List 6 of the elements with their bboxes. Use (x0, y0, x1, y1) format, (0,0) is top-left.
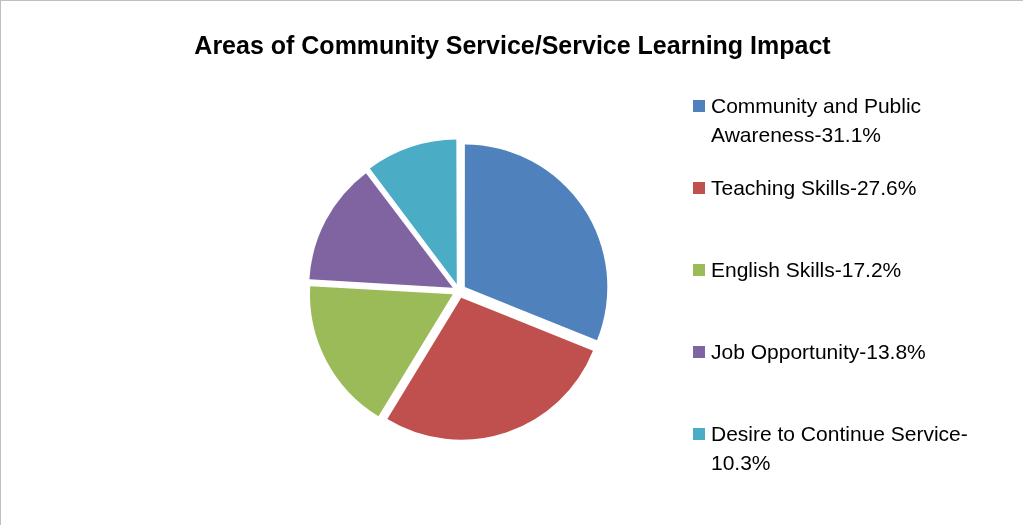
legend-label: Teaching Skills-27.6% (711, 175, 917, 201)
legend-label: Community and Public Awareness-31.1% (711, 93, 923, 148)
legend-label: Desire to Continue Service-10.3% (711, 421, 969, 476)
chart-title: Areas of Community Service/Service Learning Impact (193, 31, 832, 60)
legend-label: English Skills-17.2% (711, 257, 902, 283)
legend-label: Job Opportunity-13.8% (711, 339, 926, 365)
